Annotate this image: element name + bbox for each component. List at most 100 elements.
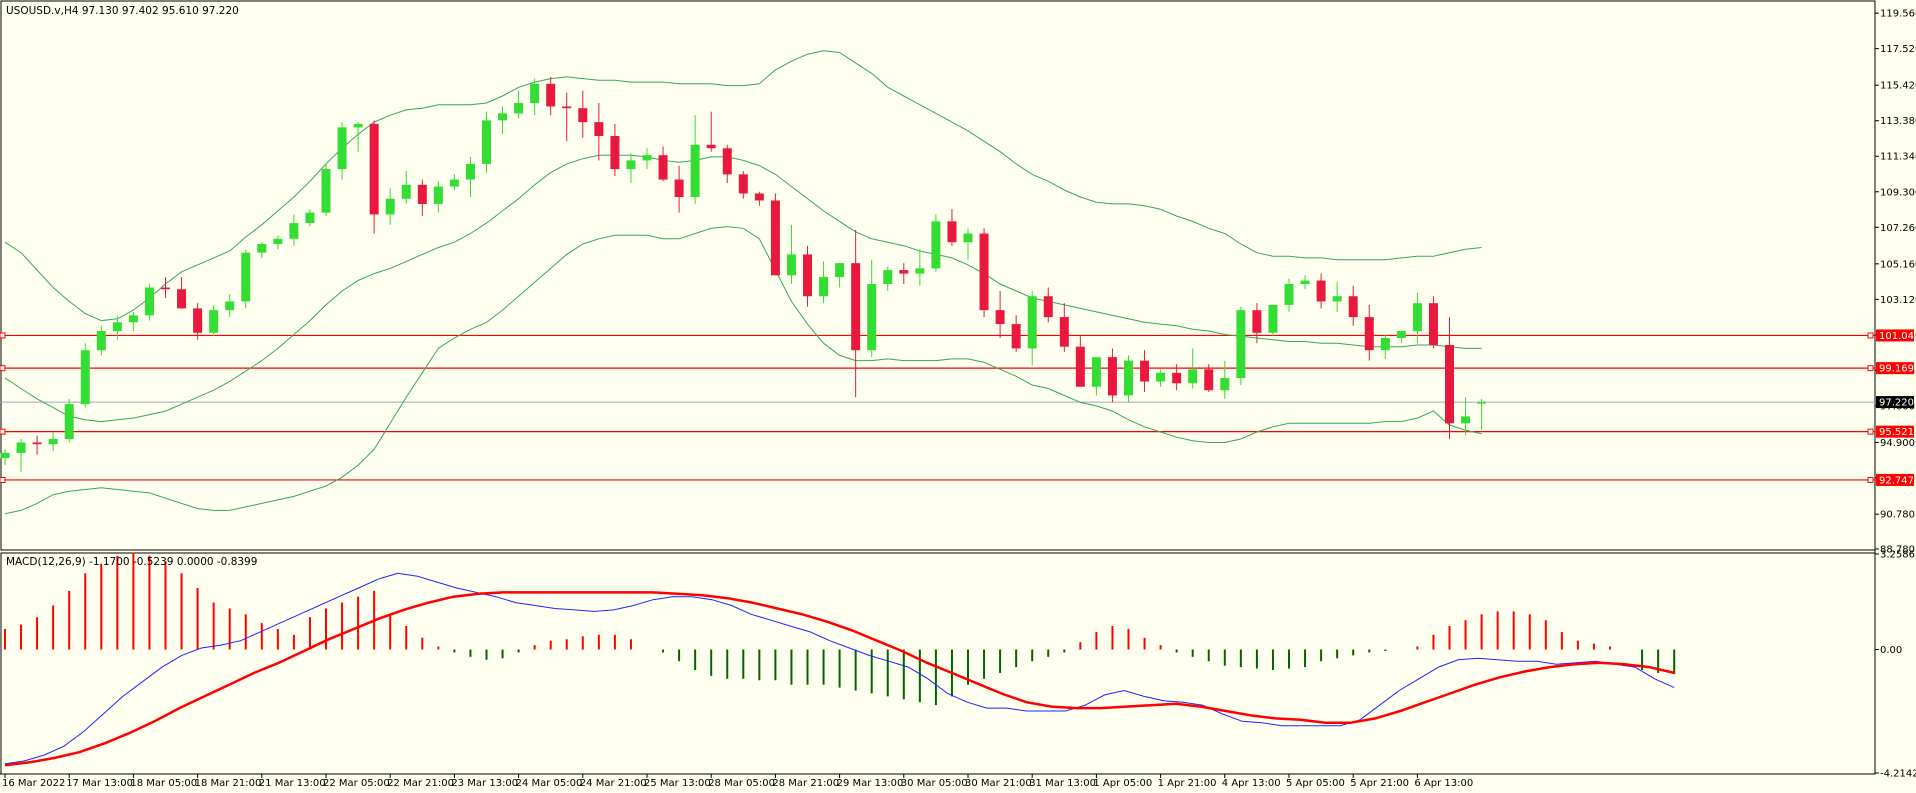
time-tick-label: 31 Mar 13:00 (1029, 778, 1096, 789)
candle (209, 304, 219, 337)
candle-body (594, 122, 604, 137)
macd-tick-label: -4.2142 (1880, 769, 1916, 780)
macd-lines (4, 572, 1675, 767)
candle-body (658, 155, 668, 180)
time-tick-label: 28 Mar 21:00 (772, 778, 839, 789)
candle-body (1445, 344, 1454, 424)
candle (1428, 296, 1438, 349)
candle (0, 449, 10, 466)
level-anchor-0 (0, 332, 6, 339)
candle-body (257, 243, 267, 253)
candle-body (1107, 357, 1117, 396)
candle-body (1300, 280, 1310, 285)
candle (1284, 278, 1294, 312)
candle-body (1284, 284, 1294, 305)
price-tick-label: 117.520 (1880, 44, 1916, 55)
candle-body (0, 452, 10, 459)
candle-body (369, 123, 379, 215)
candle (1188, 348, 1198, 389)
candle-body (433, 186, 443, 204)
candle-body (449, 179, 459, 187)
candle-body (562, 106, 572, 109)
bollinger-middle (4, 154, 1482, 423)
candle-body (1477, 402, 1487, 404)
candle-body (578, 108, 588, 123)
candle (305, 209, 315, 227)
level-label: 95.521 (1879, 427, 1914, 438)
time-tick-label: 6 Apr 13:00 (1414, 778, 1473, 789)
level-anchor-right-3 (1867, 476, 1874, 483)
candle (1236, 306, 1246, 386)
candle (1252, 303, 1262, 344)
candle (144, 284, 154, 321)
candle (257, 242, 267, 258)
candle-body (530, 83, 540, 103)
candle-body (963, 233, 973, 243)
candle-body (96, 331, 106, 351)
candle-body (144, 287, 154, 316)
candle-body (995, 310, 1005, 325)
candle-body (177, 289, 187, 309)
candle (819, 261, 829, 304)
candle-body (1461, 416, 1471, 424)
candle (1043, 287, 1053, 323)
candle-body (193, 308, 203, 333)
candle (1364, 304, 1374, 361)
candle (1156, 369, 1166, 387)
candle-body (514, 102, 524, 114)
time-tick-label: 16 Mar 2022 (2, 778, 65, 789)
candle-body (1332, 296, 1342, 302)
candle (1300, 275, 1310, 290)
candle-body (1091, 357, 1101, 387)
candle-body (851, 263, 861, 351)
current-price-label: 97.220 (1879, 398, 1914, 409)
candle-body (947, 221, 957, 243)
candle-body (610, 136, 620, 170)
candle-body (786, 254, 796, 276)
candle (867, 259, 877, 358)
macd-title: MACD(12,26,9) -1.1700 -0.5239 0.0000 -0.… (6, 556, 257, 568)
macd-axis: 3.2586 0.00 -4.2142 (1875, 550, 1916, 780)
candle (1412, 292, 1422, 344)
candle (738, 170, 748, 199)
candle-body (80, 350, 90, 405)
time-tick-label: 18 Mar 21:00 (195, 778, 262, 789)
candle (1059, 303, 1069, 352)
candle-body (803, 254, 812, 297)
candle (321, 163, 331, 217)
candle (433, 181, 443, 213)
time-tick-label: 21 Mar 13:00 (259, 778, 326, 789)
candle (128, 311, 138, 332)
candle-body (64, 404, 74, 439)
time-tick-label: 24 Mar 21:00 (580, 778, 647, 789)
candle (16, 438, 26, 473)
time-tick-label: 28 Mar 05:00 (708, 778, 775, 789)
candle (706, 111, 716, 152)
candle (385, 188, 395, 225)
candle-body (1043, 296, 1053, 318)
bollinger-upper (4, 50, 1482, 322)
candle (594, 102, 604, 161)
candle (1332, 282, 1342, 312)
candle-body (161, 287, 170, 290)
candle (1204, 364, 1214, 392)
candle (674, 165, 684, 213)
candle (241, 249, 251, 309)
signal-line (4, 591, 1675, 767)
level-badge (1876, 425, 1914, 438)
candle (96, 325, 106, 356)
candle-body (241, 252, 251, 302)
candle (32, 435, 42, 455)
level-anchor-1 (0, 365, 6, 372)
candle-body (32, 442, 42, 445)
candle-body (1075, 346, 1085, 387)
candle (1027, 290, 1037, 366)
candle-body (1124, 360, 1133, 396)
price-tick-label: 109.300 (1880, 187, 1916, 198)
candle-body (674, 179, 684, 197)
candle-body (642, 155, 652, 161)
level-anchor-2 (0, 428, 6, 435)
candle (1075, 336, 1085, 387)
candle (562, 92, 572, 142)
candle (1124, 355, 1133, 403)
